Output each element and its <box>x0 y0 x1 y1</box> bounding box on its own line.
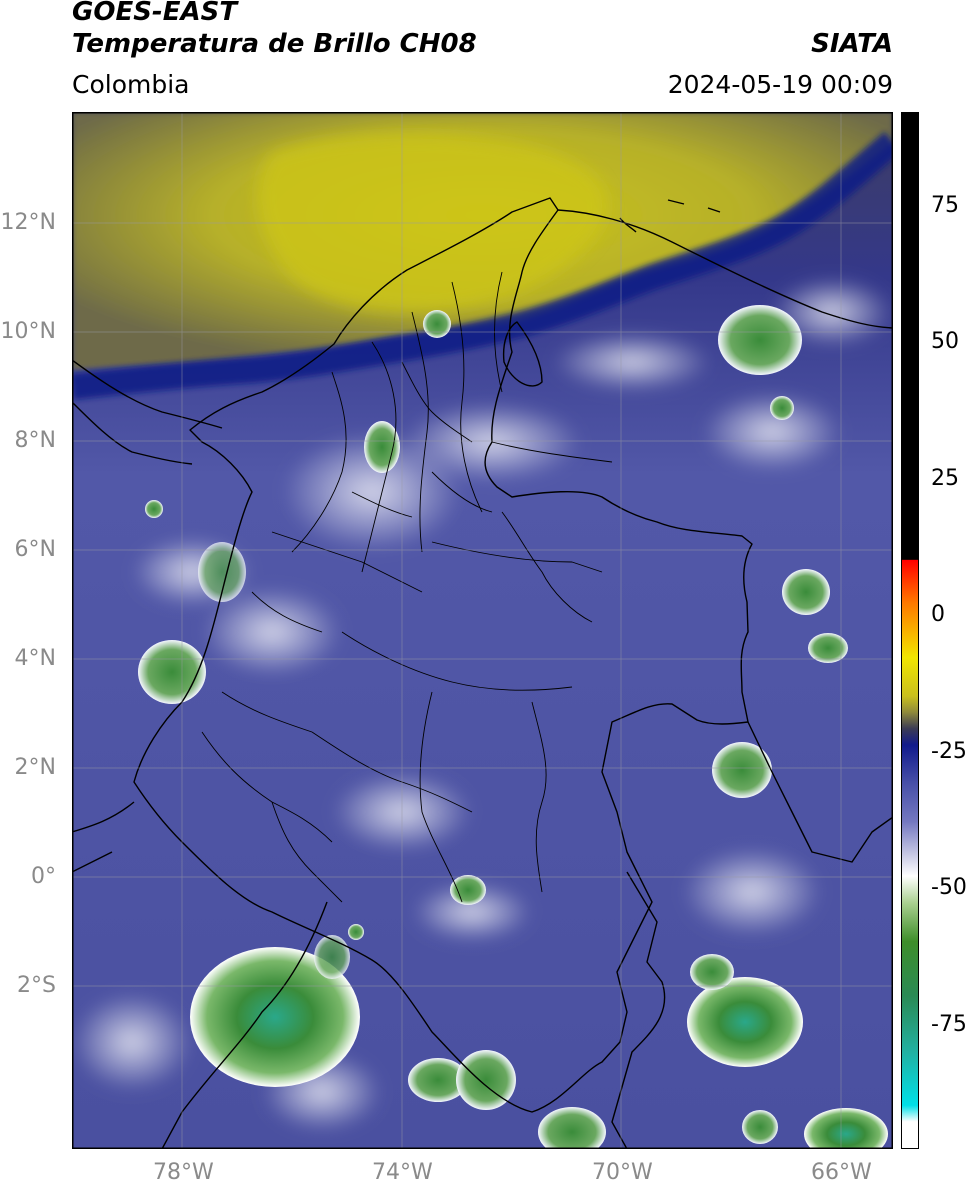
brightness-temperature-map <box>72 112 893 1149</box>
colombia-border <box>133 197 753 1113</box>
lon-tick-label: 70°W <box>592 1160 653 1185</box>
lon-tick-label: 78°W <box>153 1160 214 1185</box>
lat-tick-label: 4°N <box>14 646 56 671</box>
colorbar-tick-label: -25 <box>931 739 966 764</box>
borders <box>72 197 893 1149</box>
convective-cell <box>348 924 364 940</box>
convective-cell <box>145 500 163 518</box>
convective-cell <box>712 742 772 798</box>
convective-cell <box>423 310 451 338</box>
convective-cell <box>808 633 848 663</box>
convective-cell <box>687 977 803 1067</box>
lon-tick-label: 66°W <box>811 1160 872 1185</box>
panama-coast <box>72 359 223 465</box>
convective-cell <box>804 1108 888 1149</box>
temperature-colorbar <box>901 112 919 1149</box>
convective-cell <box>408 1058 468 1102</box>
colorbar-tick-label: 75 <box>931 193 959 218</box>
agency-label: SIATA <box>811 29 893 59</box>
convective-cell <box>742 1110 778 1144</box>
convective-cell <box>690 954 734 990</box>
convective-cell <box>190 947 360 1087</box>
convective-cell <box>138 640 206 704</box>
ecuador-border <box>72 801 135 873</box>
colorbar-tick-label: -50 <box>931 875 966 900</box>
convective-cell <box>718 305 802 375</box>
lat-tick-label: 12°N <box>0 210 56 235</box>
colorbar-tick-label: 50 <box>931 329 959 354</box>
map-frame <box>72 112 893 1149</box>
region-label: Colombia <box>72 70 190 99</box>
lat-tick-label: 8°N <box>14 428 56 453</box>
venezuela-lake <box>502 321 543 387</box>
peru-border <box>161 901 328 1149</box>
department-borders <box>201 271 613 903</box>
convective-cell <box>364 421 400 473</box>
datetime-label: 2024-05-19 00:09 <box>667 70 893 99</box>
colorbar-tick-label: 0 <box>931 602 945 627</box>
convective-cell <box>538 1107 606 1149</box>
lat-tick-label: 6°N <box>14 537 56 562</box>
brazil-border <box>611 871 666 1149</box>
venezuela-border <box>747 721 893 863</box>
convective-cell <box>782 569 830 615</box>
lat-tick-label: 2°S <box>17 973 56 998</box>
convective-cell <box>770 396 794 420</box>
moisture-boundary <box>72 131 893 400</box>
colorbar-fill <box>901 112 919 1149</box>
lat-tick-label: 10°N <box>0 319 56 344</box>
lon-tick-label: 74°W <box>372 1160 433 1185</box>
colorbar-tick-label: -75 <box>931 1012 966 1037</box>
lat-tick-label: 0° <box>31 864 56 889</box>
satellite-title: GOES-EAST <box>72 0 238 27</box>
convective-cell <box>456 1050 516 1110</box>
product-title: Temperatura de Brillo CH08 <box>72 29 477 59</box>
graticule <box>72 112 893 1149</box>
convective-cells <box>138 305 888 1149</box>
colorbar-frame <box>901 112 919 1149</box>
convective-cell <box>450 875 486 905</box>
convective-cell <box>314 935 350 979</box>
lat-tick-label: 2°N <box>14 755 56 780</box>
convective-cell <box>198 542 246 602</box>
venezuela-coast <box>557 209 893 329</box>
colorbar-tick-label: 25 <box>931 466 959 491</box>
